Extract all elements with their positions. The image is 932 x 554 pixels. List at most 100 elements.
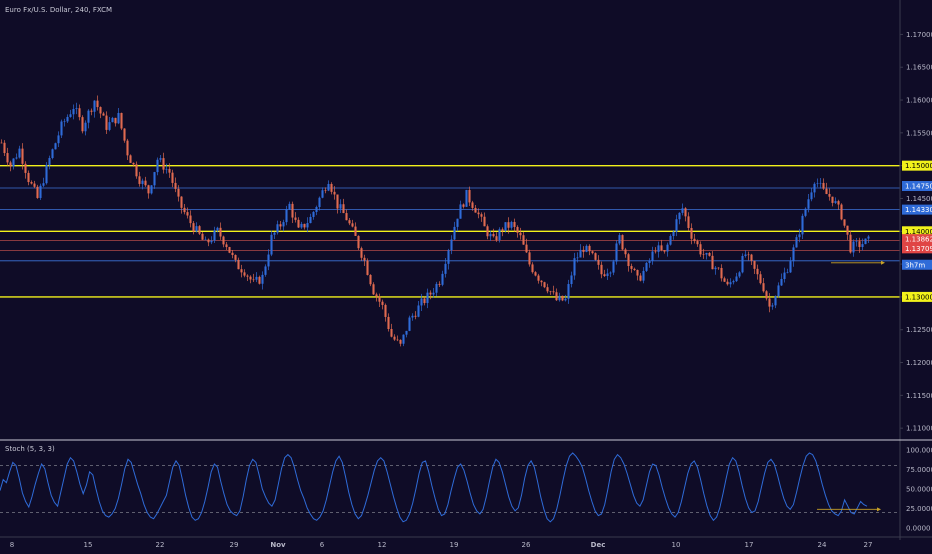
candle-body — [27, 172, 30, 183]
candle-body — [495, 236, 498, 241]
candle-body — [792, 247, 795, 262]
candle-body — [366, 260, 369, 275]
candle-body — [801, 215, 804, 235]
candle-body — [630, 266, 633, 269]
candle-body — [684, 208, 687, 217]
candle-body — [840, 204, 843, 220]
candle-body — [807, 199, 810, 209]
candle-body — [51, 149, 54, 159]
candle-body — [282, 222, 285, 227]
candle-body — [12, 158, 15, 167]
price-marker-label: 1.14750 — [905, 183, 932, 191]
candle-body — [537, 275, 540, 281]
candle-body — [855, 241, 858, 242]
candle-body — [225, 244, 228, 248]
candle-body — [339, 204, 342, 209]
candle-body — [819, 182, 822, 184]
candle-body — [447, 250, 450, 264]
candle-body — [687, 216, 690, 228]
candle-body — [813, 183, 816, 193]
candle-body — [474, 207, 477, 213]
candle-body — [531, 264, 534, 273]
candle-body — [297, 219, 300, 228]
candle-body — [741, 255, 744, 273]
candle-body — [63, 121, 66, 123]
oscillator-title: Stoch (5, 3, 3) — [5, 445, 55, 453]
candle-body — [24, 163, 27, 173]
candle-body — [654, 251, 657, 253]
candle-body — [672, 231, 675, 237]
time-tick-label: 24 — [818, 541, 827, 549]
candle-body — [246, 275, 249, 277]
candle-body — [270, 234, 273, 255]
candle-body — [645, 262, 648, 271]
candle-body — [825, 188, 828, 194]
time-tick-label: 8 — [10, 541, 14, 549]
candle-body — [552, 291, 555, 293]
candle-body — [420, 298, 423, 306]
candle-body — [837, 201, 840, 205]
candle-body — [156, 159, 159, 173]
candle-body — [378, 296, 381, 302]
candle-body — [417, 305, 420, 317]
candle-body — [171, 172, 174, 183]
candle-body — [144, 180, 147, 186]
candle-body — [348, 220, 351, 224]
candle-body — [213, 230, 216, 241]
stoch-tick-label: 100.0000 — [906, 446, 932, 454]
candle-body — [429, 292, 432, 295]
candle-body — [441, 273, 444, 285]
candle-body — [864, 238, 867, 245]
candle-body — [72, 109, 75, 115]
candle-body — [522, 235, 525, 245]
candle-body — [375, 294, 378, 297]
candle-body — [117, 112, 120, 124]
candle-body — [582, 249, 585, 252]
candle-body — [678, 212, 681, 220]
price-tick-label: 1.15500 — [906, 129, 932, 137]
candle-body — [18, 148, 21, 158]
candle-body — [192, 223, 195, 232]
candle-body — [387, 316, 390, 330]
candle-body — [87, 110, 90, 123]
candle-body — [555, 292, 558, 301]
candle-body — [390, 329, 393, 337]
candle-body — [432, 292, 435, 295]
candle-body — [486, 226, 489, 237]
candle-body — [690, 227, 693, 239]
candle-body — [189, 215, 192, 224]
candle-body — [90, 110, 93, 112]
price-tick-label: 1.11500 — [906, 392, 932, 400]
candle-body — [744, 254, 747, 256]
candle-body — [150, 185, 153, 194]
candle-body — [591, 251, 594, 254]
candle-body — [471, 202, 474, 208]
candle-body — [39, 185, 42, 198]
candle-body — [69, 114, 72, 117]
price-tick-label: 1.11000 — [906, 425, 932, 433]
candle-body — [615, 243, 618, 262]
candle-body — [381, 301, 384, 305]
price-marker — [902, 204, 932, 215]
candle-body — [753, 260, 756, 269]
candle-body — [774, 296, 777, 306]
candle-body — [501, 229, 504, 231]
price-marker-label: 1.13862 — [905, 236, 932, 244]
time-tick-label: Dec — [591, 541, 606, 549]
time-tick-label: 6 — [320, 541, 325, 549]
candle-body — [93, 100, 96, 112]
candle-body — [735, 276, 738, 282]
candle-body — [564, 298, 567, 301]
candle-body — [120, 112, 123, 129]
candle-body — [528, 252, 531, 265]
candle-body — [96, 100, 99, 108]
candle-body — [186, 212, 189, 216]
candle-body — [411, 315, 414, 318]
candle-body — [243, 272, 246, 276]
candle-body — [516, 226, 519, 233]
candle-body — [705, 252, 708, 255]
candle-body — [579, 249, 582, 258]
horizontal-levels — [0, 164, 900, 298]
candle-body — [240, 269, 243, 273]
